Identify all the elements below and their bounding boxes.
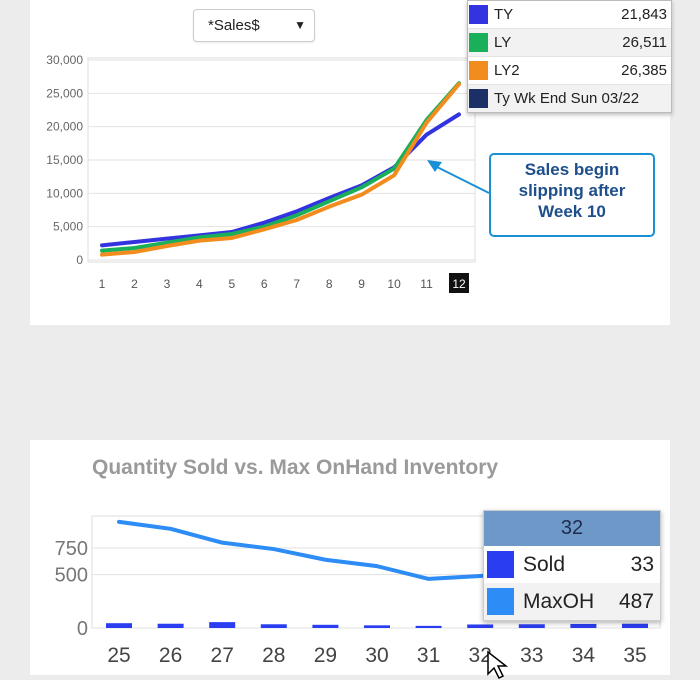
callout-line: Week 10 xyxy=(538,202,606,221)
y-tick-label: 30,000 xyxy=(46,53,83,67)
ly2-swatch xyxy=(469,61,488,80)
bar-sold xyxy=(570,623,597,628)
tooltip-label: LY xyxy=(494,34,512,51)
maxoh-swatch xyxy=(487,588,514,615)
y-tick-label: 0 xyxy=(77,618,88,640)
x-tick-label: 26 xyxy=(159,644,182,667)
x-tick-label: 34 xyxy=(572,644,596,667)
metric-select-value: *Sales$ xyxy=(208,17,260,34)
mouse-cursor-icon xyxy=(487,650,509,680)
tooltip-label: MaxOH xyxy=(523,589,595,613)
x-tick-label: 7 xyxy=(293,277,300,291)
sold-swatch xyxy=(487,551,514,578)
y-tick-label: 15,000 xyxy=(46,153,83,167)
sales-tooltip: TY 21,843 LY 26,511 LY2 26,385 Ty Wk End… xyxy=(467,0,672,113)
tooltip-label: LY2 xyxy=(494,62,520,79)
x-tick-label: 1 xyxy=(99,277,106,291)
y-tick-label: 25,000 xyxy=(46,86,83,100)
tooltip-label: Sold xyxy=(523,552,566,576)
bar-sold xyxy=(106,623,132,628)
bar-sold xyxy=(518,624,545,628)
bar-sold xyxy=(209,622,236,628)
tooltip-row-ly: LY 26,511 xyxy=(468,28,671,56)
metric-select[interactable]: *Sales$ ▼ xyxy=(193,9,315,42)
bar-sold xyxy=(157,623,184,628)
series-line-ly2 xyxy=(100,82,461,257)
tooltip-label: TY xyxy=(494,6,514,23)
bar-sold xyxy=(467,624,494,628)
x-tick-highlight xyxy=(449,273,469,293)
y-tick-label: 20,000 xyxy=(46,120,83,134)
tooltip-label: Ty Wk End Sun 03/22 xyxy=(494,90,640,107)
chart-title: Quantity Sold vs. Max OnHand Inventory xyxy=(92,456,499,479)
chevron-down-icon: ▼ xyxy=(294,18,306,32)
callout-line: Sales begin xyxy=(524,160,620,179)
series-line-ly xyxy=(100,81,461,253)
x-tick-label: 10 xyxy=(387,277,401,291)
bar-sold xyxy=(260,624,287,628)
tooltip-row-week: Ty Wk End Sun 03/22 xyxy=(468,84,671,112)
tooltip-value: 26,385 xyxy=(621,62,667,79)
x-tick-label: 25 xyxy=(107,644,130,667)
tooltip-value: 33 xyxy=(630,552,654,576)
x-tick-label: 35 xyxy=(623,644,646,667)
x-tick-label: 33 xyxy=(520,644,543,667)
x-tick-label: 8 xyxy=(326,277,333,291)
x-tick-label: 12 xyxy=(452,277,466,291)
tooltip-value: 21,843 xyxy=(621,6,667,23)
x-tick-label: 29 xyxy=(314,644,337,667)
x-tick-label: 30 xyxy=(365,644,388,667)
x-tick-label: 11 xyxy=(420,277,433,291)
x-tick-label: 2 xyxy=(131,277,138,291)
tooltip-row-sold: Sold 33 xyxy=(484,546,660,583)
inventory-tooltip: 32 Sold 33 MaxOH 487 xyxy=(483,510,661,621)
y-tick-label: 10,000 xyxy=(46,186,83,200)
y-tick-label: 0 xyxy=(76,253,83,267)
tooltip-row-maxoh: MaxOH 487 xyxy=(484,583,660,620)
callout-line: slipping after xyxy=(518,181,626,200)
tooltip-row-ly2: LY2 26,385 xyxy=(468,56,671,84)
x-tick-label: 27 xyxy=(211,644,234,667)
annotation-callout: Sales begin slipping after Week 10 xyxy=(489,153,655,237)
x-tick-label: 3 xyxy=(164,277,171,291)
x-tick-label: 32 xyxy=(469,644,492,667)
y-tick-label: 500 xyxy=(55,565,88,587)
tooltip-value: 487 xyxy=(618,589,654,613)
callout-arrow-line xyxy=(434,165,490,194)
tooltip-header: 32 xyxy=(484,511,660,546)
x-tick-label: 4 xyxy=(196,277,203,291)
week-swatch xyxy=(469,89,488,108)
x-tick-label: 31 xyxy=(417,644,440,667)
bar-sold xyxy=(622,623,648,628)
x-tick-label: 9 xyxy=(358,277,365,291)
bar-sold xyxy=(415,625,442,628)
ly-swatch xyxy=(469,33,488,52)
y-tick-label: 5,000 xyxy=(53,220,83,234)
bar-sold xyxy=(364,625,390,628)
bar-sold xyxy=(312,624,339,628)
y-tick-label: 750 xyxy=(55,538,88,560)
ty-swatch xyxy=(469,5,488,24)
tooltip-value: 26,511 xyxy=(622,34,667,51)
tooltip-row-ty: TY 21,843 xyxy=(468,1,671,28)
x-tick-label: 28 xyxy=(262,644,285,667)
callout-arrow-head xyxy=(427,160,442,172)
x-tick-label: 6 xyxy=(261,277,268,291)
x-tick-label: 5 xyxy=(228,277,235,291)
